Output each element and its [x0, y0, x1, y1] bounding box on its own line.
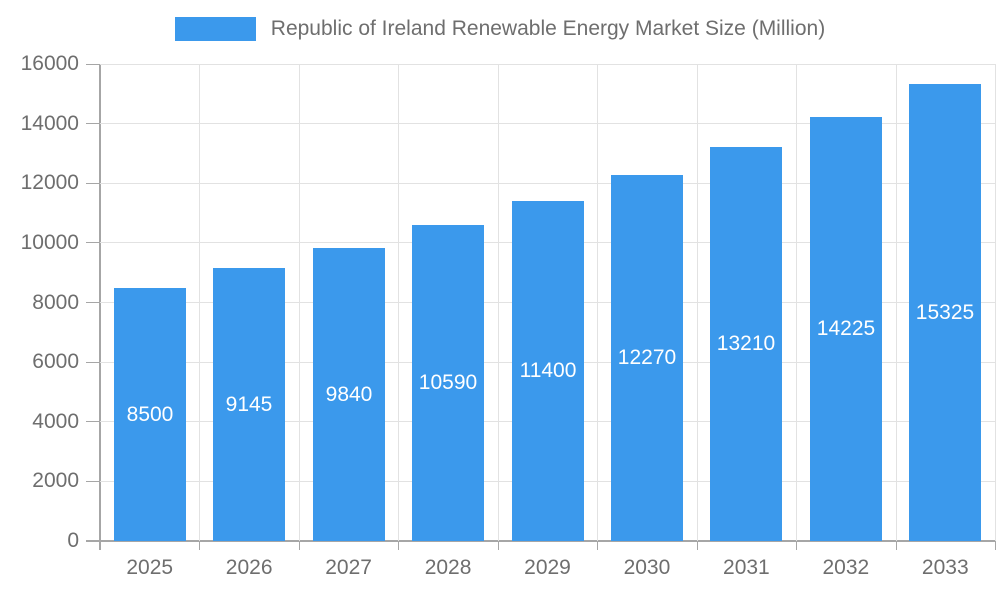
legend-label: Republic of Ireland Renewable Energy Mar… — [270, 17, 826, 40]
bar-value-label: 13210 — [716, 332, 776, 355]
legend-swatch-icon — [174, 17, 256, 41]
h-gridline — [100, 63, 995, 65]
y-axis-label: 4000 — [32, 409, 79, 433]
bar-2031[interactable]: 13210 — [710, 147, 782, 541]
v-gridline — [198, 64, 200, 541]
x-axis-tick — [198, 541, 200, 550]
x-axis-label: 2032 — [822, 556, 870, 579]
y-axis-label: 6000 — [32, 350, 79, 374]
bar-value-label: 15325 — [915, 300, 975, 324]
x-axis-label: 2029 — [524, 556, 571, 579]
x-axis-label: 2028 — [424, 556, 472, 579]
x-axis-label: 2030 — [623, 556, 671, 579]
y-axis-tick — [86, 540, 99, 542]
bar-2025[interactable]: 8500 — [114, 288, 186, 541]
y-axis-label: 16000 — [20, 52, 79, 75]
v-gridline — [298, 64, 300, 541]
v-gridline — [994, 64, 996, 541]
h-gridline — [100, 182, 995, 184]
x-axis-tick — [99, 541, 101, 550]
y-axis-tick — [86, 361, 99, 363]
x-axis-label: 2031 — [723, 556, 770, 579]
y-axis-label: 12000 — [20, 171, 79, 195]
bar-2033[interactable]: 15325 — [909, 84, 981, 541]
bar-value-label: 11400 — [519, 359, 577, 382]
y-axis-line — [99, 64, 101, 550]
h-gridline — [100, 123, 995, 125]
v-gridline — [596, 64, 598, 541]
bar-2028[interactable]: 10590 — [412, 225, 484, 541]
y-axis-label: 0 — [67, 529, 79, 552]
bar-2032[interactable]: 14225 — [810, 117, 882, 541]
x-axis-tick — [696, 541, 698, 550]
x-axis-tick — [397, 541, 399, 550]
bar-value-label: 10590 — [418, 371, 478, 394]
bar-2030[interactable]: 12270 — [611, 175, 683, 541]
legend[interactable]: Republic of Ireland Renewable Energy Mar… — [0, 17, 1000, 41]
bar-value-label: 9840 — [325, 382, 373, 406]
v-gridline — [795, 64, 797, 541]
bar-value-label: 9145 — [225, 392, 273, 416]
y-axis-label: 8000 — [32, 290, 79, 314]
bar-2026[interactable]: 9145 — [213, 268, 285, 541]
y-axis-tick — [86, 182, 99, 184]
x-axis-tick — [994, 541, 996, 550]
x-axis-tick — [596, 541, 598, 550]
x-axis-line — [86, 540, 996, 542]
y-axis-label: 2000 — [32, 469, 79, 493]
x-axis-tick — [895, 541, 897, 550]
plot-area: 0 2000 4000 6000 8000 10000 12000 14000 16000 850… — [21, 52, 996, 579]
y-axis-tick — [86, 421, 99, 423]
x-axis-tick — [497, 541, 499, 550]
v-gridline — [895, 64, 897, 541]
v-gridline — [696, 64, 698, 541]
v-gridline — [497, 64, 499, 541]
y-axis-label: 14000 — [20, 111, 79, 135]
y-axis-tick — [86, 480, 99, 482]
x-axis-label: 2026 — [225, 556, 273, 579]
y-axis-label: 10000 — [20, 230, 79, 254]
y-axis-tick — [86, 242, 99, 244]
x-axis-label: 2025 — [126, 556, 174, 579]
bar-value-label: 8500 — [126, 402, 174, 426]
v-gridline — [397, 64, 399, 541]
y-axis-tick — [86, 63, 99, 65]
x-axis-label: 2033 — [921, 556, 969, 579]
y-axis-tick — [86, 302, 99, 303]
bar-value-label: 12270 — [617, 346, 677, 369]
x-axis-tick — [795, 541, 797, 550]
x-axis-label: 2027 — [325, 556, 372, 579]
x-axis-tick — [298, 541, 300, 550]
bar-value-label: 14225 — [816, 317, 876, 340]
bar-2029[interactable]: 11400 — [512, 201, 584, 541]
bar-2027[interactable]: 9840 — [313, 248, 385, 541]
y-axis-tick — [86, 123, 99, 125]
